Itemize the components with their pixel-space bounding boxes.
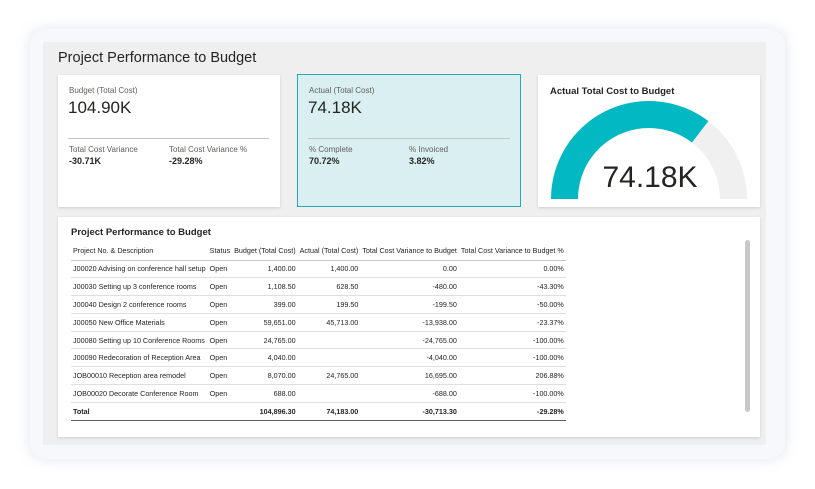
cell-actual: 45,713.00 — [297, 313, 361, 332]
actual-card[interactable]: Actual (Total Cost) 74.18K % Complete 70… — [297, 74, 521, 207]
cell-status: Open — [207, 277, 233, 297]
variance-value: -30.71K — [69, 156, 102, 166]
table-title: Project Performance to Budget — [71, 227, 211, 238]
col-header-budget[interactable]: Budget (Total Cost) — [232, 242, 298, 261]
gauge-fill — [551, 100, 709, 199]
cell-variance: -24,765.00 — [360, 331, 459, 350]
col-header-variance[interactable]: Total Cost Variance to Budget — [360, 242, 459, 261]
table-row[interactable]: J00030 Setting up 3 conference rooms Open… — [71, 277, 566, 297]
page-title: Project Performance to Budget — [58, 50, 257, 66]
total-actual: 74,183.00 — [297, 401, 361, 421]
cell-budget: 688.00 — [232, 384, 298, 403]
cell-status: Open — [207, 260, 233, 279]
cell-variance: -480.00 — [360, 277, 459, 297]
cell-budget: 24,765.00 — [232, 331, 298, 350]
table-row[interactable]: J00050 New Office Materials Open 59,651.00… — [71, 313, 566, 332]
cell-status: Open — [207, 331, 233, 350]
table-row[interactable]: JOB00010 Reception area remodel Open 8,070… — [71, 366, 566, 386]
cell-status: Open — [207, 348, 233, 368]
budget-divider — [68, 138, 269, 139]
cell-variance: -13,938.00 — [360, 313, 459, 332]
col-header-actual[interactable]: Actual (Total Cost) — [297, 242, 361, 261]
table-card[interactable]: Project Performance to Budget Project No… — [58, 217, 760, 437]
cell-project: J00030 Setting up 3 conference rooms — [71, 277, 208, 297]
cell-project: J00050 New Office Materials — [71, 313, 208, 332]
cell-budget: 4,040.00 — [232, 348, 298, 368]
invoiced-label: % Invoiced — [409, 145, 449, 154]
total-variance-pct: -29.28% — [458, 401, 566, 421]
table-row[interactable]: J00040 Design 2 conference rooms Open 399.… — [71, 295, 566, 314]
total-budget: 104,896.30 — [232, 401, 298, 421]
cell-budget: 1,108.50 — [232, 277, 298, 297]
cell-status: Open — [207, 313, 233, 332]
cell-variance-pct: -43.30% — [458, 277, 566, 297]
gauge-value: 74.18K — [602, 161, 698, 194]
col-header-status[interactable]: Status — [207, 242, 233, 261]
variance-pct-label: Total Cost Variance % — [169, 145, 248, 154]
actual-value: 74.18K — [308, 98, 362, 117]
cell-actual — [297, 348, 361, 368]
cell-project: JOB00020 Decorate Conference Room — [71, 384, 208, 403]
cell-budget: 1,400.00 — [232, 260, 298, 279]
cell-variance-pct: -23.37% — [458, 313, 566, 332]
cell-variance: 16,695.00 — [360, 366, 459, 386]
budget-card[interactable]: Budget (Total Cost) 104.90K Total Cost V… — [58, 75, 280, 207]
cell-actual: 1,400.00 — [297, 260, 361, 279]
cell-variance-pct: -100.00% — [458, 348, 566, 368]
cell-variance: 0.00 — [360, 260, 459, 279]
cell-actual: 628.50 — [297, 277, 361, 297]
cell-variance-pct: 0.00% — [458, 260, 566, 279]
total-project: Total — [71, 401, 208, 421]
cell-actual — [297, 384, 361, 403]
cell-budget: 59,651.00 — [232, 313, 298, 332]
budget-label: Budget (Total Cost) — [69, 86, 138, 95]
variance-label: Total Cost Variance — [69, 145, 138, 154]
invoiced-value: 3.82% — [409, 156, 435, 166]
cell-status: Open — [207, 295, 233, 314]
table-row[interactable]: JOB00020 Decorate Conference Room Open 688… — [71, 384, 566, 403]
cell-variance-pct: -50.00% — [458, 295, 566, 314]
cell-variance-pct: -100.00% — [458, 384, 566, 403]
col-header-project[interactable]: Project No. & Description — [71, 242, 208, 261]
cell-status: Open — [207, 366, 233, 386]
table-row[interactable]: J00090 Redecoration of Reception Area Ope… — [71, 348, 566, 368]
cell-actual: 199.50 — [297, 295, 361, 314]
cell-actual: 24,765.00 — [297, 366, 361, 386]
table-total-row: Total 104,896.30 74,183.00 -30,713.30 -29.28… — [71, 401, 566, 421]
table-scrollbar[interactable] — [745, 240, 750, 412]
table-header-row: Project No. & Description Status Budget … — [71, 242, 566, 261]
gauge-chart — [551, 100, 747, 199]
cell-budget: 399.00 — [232, 295, 298, 314]
complete-label: % Complete — [309, 145, 353, 154]
variance-pct-value: -29.28% — [169, 156, 203, 166]
performance-table: Project No. & Description Status Budget … — [71, 242, 566, 421]
budget-value: 104.90K — [68, 98, 132, 117]
cell-variance: -199.50 — [360, 295, 459, 314]
cell-budget: 8,070.00 — [232, 366, 298, 386]
cell-project: J00040 Design 2 conference rooms — [71, 295, 208, 314]
cell-variance-pct: -100.00% — [458, 331, 566, 350]
cell-project: J00020 Advising on conference hall setup — [71, 260, 208, 279]
table-row[interactable]: J00080 Setting up 10 Conference Rooms Ope… — [71, 331, 566, 350]
col-header-variance-pct[interactable]: Total Cost Variance to Budget % — [458, 242, 566, 261]
total-status — [207, 401, 233, 421]
cell-actual — [297, 331, 361, 350]
cell-project: J00090 Redecoration of Reception Area — [71, 348, 208, 368]
table-row[interactable]: J00020 Advising on conference hall setup… — [71, 260, 566, 279]
cell-variance: -688.00 — [360, 384, 459, 403]
cell-variance-pct: 206.88% — [458, 366, 566, 386]
cell-project: J00080 Setting up 10 Conference Rooms — [71, 331, 208, 350]
actual-divider — [308, 138, 510, 139]
cell-project: JOB00010 Reception area remodel — [71, 366, 208, 386]
gauge-title: Actual Total Cost to Budget — [550, 86, 675, 97]
gauge-card[interactable]: Actual Total Cost to Budget 74.18K — [538, 75, 760, 207]
complete-value: 70.72% — [309, 156, 340, 166]
cell-status: Open — [207, 384, 233, 403]
cell-variance: -4,040.00 — [360, 348, 459, 368]
actual-label: Actual (Total Cost) — [309, 86, 375, 95]
total-variance: -30,713.30 — [360, 401, 459, 421]
